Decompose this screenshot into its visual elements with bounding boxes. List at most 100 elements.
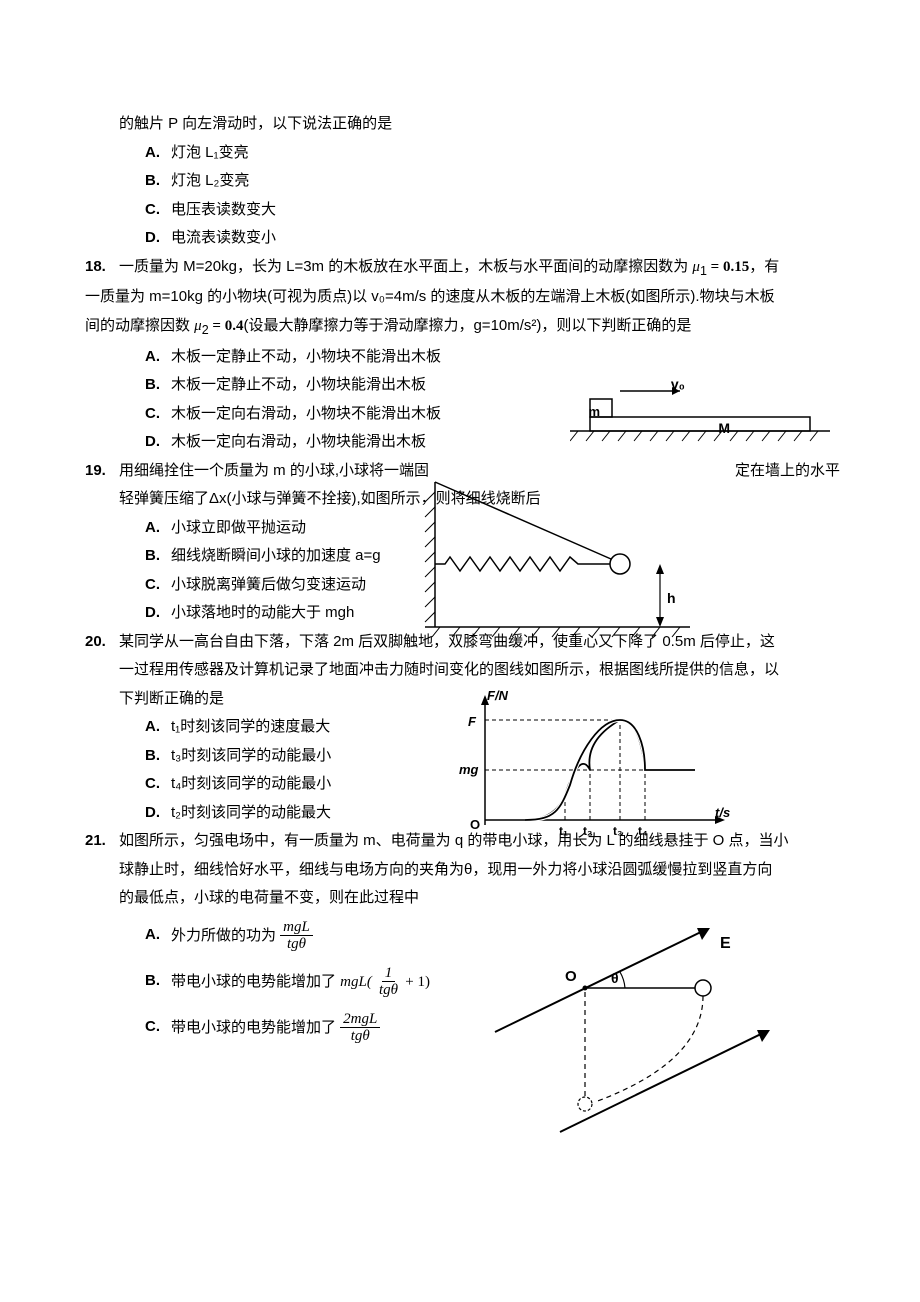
opt-letter: B. <box>145 542 171 571</box>
opt-text: t₄时刻该同学的动能最小 <box>171 770 331 799</box>
q21-fig-O: O <box>565 963 577 992</box>
opt-letter: C. <box>145 571 171 600</box>
q21: 21. 如图所示，匀强电场中，有一质量为 m、电荷量为 q 的带电小球，用长为 … <box>85 827 840 1051</box>
opt-letter: A. <box>145 343 171 372</box>
mgl: mgL( <box>340 973 372 989</box>
opt-text: 小球立即做平抛运动 <box>171 514 306 543</box>
opt-text: 细线烧断瞬间小球的加速度 a=g <box>171 542 381 571</box>
q17-cont: 的触片 P 向左滑动时，以下说法正确的是 <box>85 110 840 139</box>
opt-letter: B. <box>145 742 171 771</box>
opt-text: 带电小球的电势能增加了 mgL( 1 tgθ + 1) <box>171 965 430 999</box>
opt-text: 电流表读数变小 <box>171 224 276 253</box>
mu: μ <box>194 318 202 334</box>
opt-letter: A. <box>145 713 171 742</box>
q18-stem1: 一质量为 M=20kg，长为 L=3m 的木板放在水平面上，木板与水平面间的动摩… <box>119 253 840 284</box>
opt-text: 小球落地时的动能大于 mgh <box>171 599 354 628</box>
text: 带电小球的电势能增加了 <box>171 972 340 989</box>
q18-fig-m: m <box>588 400 600 425</box>
q20-stem1: 某同学从一高台自由下落，下落 2m 后双脚触地，双膝弯曲缓冲，使重心又下降了 0… <box>119 628 840 657</box>
denominator: tgθ <box>284 936 309 953</box>
q21-stem3: 的最低点，小球的电荷量不变，则在此过程中 <box>85 884 840 913</box>
text: 一质量为 M=20kg，长为 L=3m 的木板放在水平面上，木板与水平面间的动摩… <box>119 258 692 275</box>
opt-text: 电压表读数变大 <box>171 196 276 225</box>
opt-text: 木板一定向右滑动，小物块不能滑出木板 <box>171 400 441 429</box>
text: 外力所做的功为 <box>171 926 280 943</box>
denominator: tgθ <box>348 1028 373 1045</box>
opt-text: t₁时刻该同学的速度最大 <box>171 713 330 742</box>
opt-letter: D. <box>145 224 171 253</box>
opt-text: 带电小球的电势能增加了 2mgL tgθ <box>171 1011 380 1045</box>
q17-opt-d: D. 电流表读数变小 <box>85 224 840 253</box>
q18-opt-a: A. 木板一定静止不动，小物块不能滑出木板 <box>85 343 840 372</box>
q20-mg: mg <box>459 758 479 783</box>
q20-figure <box>445 690 735 840</box>
q20: 20. 某同学从一高台自由下落，下落 2m 后双脚触地，双膝弯曲缓冲，使重心又下… <box>85 628 840 828</box>
q18-stem3: 间的动摩擦因数 μ2 = 0.4(设最大静摩擦力等于滑动摩擦力，g=10m/s²… <box>85 312 840 343</box>
q19-num: 19. <box>85 457 119 486</box>
q18-figure <box>570 381 830 451</box>
numerator: mgL <box>280 919 313 937</box>
q21-fig-theta: θ <box>611 965 619 992</box>
opt-text: 外力所做的功为 mgL tgθ <box>171 919 313 953</box>
text: (设最大静摩擦力等于滑动摩擦力，g=10m/s²)，则以下判断正确的是 <box>243 317 691 334</box>
numerator: 2mgL <box>340 1011 380 1029</box>
q18-fig-M: M <box>718 415 730 442</box>
q21-stem2: 球静止时，细线恰好水平，细线与电场方向的夹角为θ，现用一外力将小球沿圆弧缓慢拉到… <box>85 856 840 885</box>
q20-stem2: 一过程用传感器及计算机记录了地面冲击力随时间变化的图线如图所示，根据图线所提供的… <box>85 656 840 685</box>
sub: 1 <box>700 264 707 278</box>
opt-letter: D. <box>145 428 171 457</box>
opt-text: t₂时刻该同学的动能最大 <box>171 799 331 828</box>
q21-fig-E: E <box>720 929 731 959</box>
q21-num: 21. <box>85 827 119 856</box>
opt-text: t₃时刻该同学的动能最小 <box>171 742 331 771</box>
q18-fig-v0: v₀ <box>671 371 685 398</box>
opt-text: 木板一定向右滑动，小物块能滑出木板 <box>171 428 426 457</box>
opt-text: 灯泡 L₂变亮 <box>171 167 249 196</box>
opt-text: 灯泡 L₁变亮 <box>171 139 249 168</box>
opt-letter: C. <box>145 770 171 799</box>
text: ，有 <box>749 258 779 275</box>
q18-stem2: 一质量为 m=10kg 的小物块(可视为质点)以 v₀=4m/s 的速度从木板的… <box>85 283 840 312</box>
opt-letter: A. <box>145 921 171 950</box>
opt-letter: C. <box>145 1013 171 1042</box>
opt-text: 木板一定静止不动，小物块不能滑出木板 <box>171 343 441 372</box>
q21-figure <box>485 922 785 1142</box>
q18-num: 18. <box>85 253 119 282</box>
opt-text: 小球脱离弹簧后做匀变速运动 <box>171 571 366 600</box>
q20-yaxis: F/N <box>487 684 508 709</box>
numerator: 1 <box>382 965 396 983</box>
opt-letter: B. <box>145 967 171 996</box>
sub: 2 <box>202 323 209 337</box>
post: + 1) <box>405 973 430 989</box>
q19-stem1b: 定在墙上的水平 <box>735 457 840 486</box>
eq: = 0.15 <box>707 259 749 275</box>
denominator: tgθ <box>376 982 401 999</box>
q17-opt-b: B. 灯泡 L₂变亮 <box>85 167 840 196</box>
fraction: 2mgL tgθ <box>340 1011 380 1045</box>
q20-num: 20. <box>85 628 119 657</box>
opt-letter: D. <box>145 799 171 828</box>
q17-opt-a: A. 灯泡 L₁变亮 <box>85 139 840 168</box>
opt-letter: A. <box>145 514 171 543</box>
opt-letter: B. <box>145 371 171 400</box>
opt-letter: D. <box>145 599 171 628</box>
q17-opt-c: C. 电压表读数变大 <box>85 196 840 225</box>
q19-stem1a: 用细绳拴住一个质量为 m 的小球,小球将一端固 <box>119 457 429 486</box>
mu: μ <box>692 259 700 275</box>
q20-xaxis: t/s <box>715 801 730 826</box>
opt-letter: B. <box>145 167 171 196</box>
opt-letter: C. <box>145 400 171 429</box>
q18: 18. 一质量为 M=20kg，长为 L=3m 的木板放在水平面上，木板与水平面… <box>85 253 840 457</box>
q19-fig-h: h <box>667 585 676 612</box>
fraction: 1 tgθ <box>376 965 401 999</box>
q19: 19. 用细绳拴住一个质量为 m 的小球,小球将一端固 定在墙上的水平 轻弹簧压… <box>85 457 840 628</box>
q21-stem1: 如图所示，匀强电场中，有一质量为 m、电荷量为 q 的带电小球，用长为 L 的细… <box>119 827 840 856</box>
text: 带电小球的电势能增加了 <box>171 1018 340 1035</box>
q20-F: F <box>468 710 476 735</box>
opt-text: 木板一定静止不动，小物块能滑出木板 <box>171 371 426 400</box>
opt-letter: A. <box>145 139 171 168</box>
fraction: mgL tgθ <box>280 919 313 953</box>
eq: = 0.4 <box>209 318 244 334</box>
text: 间的动摩擦因数 <box>85 317 194 334</box>
opt-letter: C. <box>145 196 171 225</box>
